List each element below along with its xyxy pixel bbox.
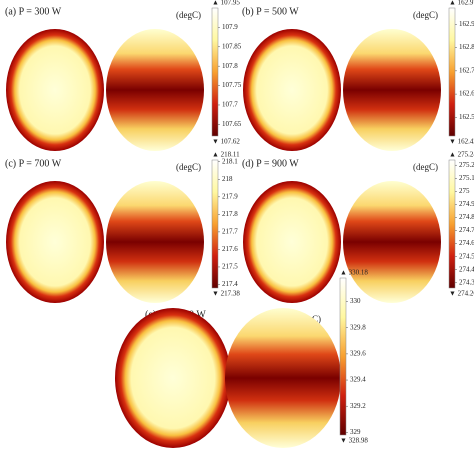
colorbar-min: ▼ 107.62: [212, 138, 240, 146]
colorbar-tick-label: 274.7: [459, 226, 474, 234]
heatmap-side-view: [225, 308, 341, 448]
heatmap-top-view: [115, 308, 231, 448]
colorbar-tick-label: 329.8: [350, 323, 366, 331]
colorbar-tick-label: 217.9: [222, 192, 238, 200]
heatmap-side-view: [106, 29, 204, 151]
unit-label: (degC): [176, 10, 201, 20]
colorbar: [448, 159, 456, 289]
colorbar-max: ▲ 218.11: [212, 151, 240, 159]
colorbar: [339, 277, 347, 436]
colorbar-tick-label: 329.6: [350, 349, 366, 357]
colorbar-tick-label: 329.2: [350, 402, 366, 410]
colorbar: [211, 159, 219, 289]
heatmap-top-view: [6, 181, 104, 303]
colorbar-tick-label: 217.5: [222, 263, 238, 271]
colorbar: [211, 7, 219, 137]
colorbar-tick-label: 218: [222, 175, 233, 183]
heatmap-top-view: [6, 29, 104, 151]
panel-label: (c) P = 700 W: [5, 158, 62, 169]
colorbar-tick-label: 330: [350, 297, 361, 305]
colorbar-tick-label: 218.1: [222, 157, 238, 165]
colorbar-tick-label: 274.4: [459, 265, 474, 273]
colorbar-tick-label: 107.85: [222, 42, 242, 50]
heatmap-side-view: [343, 181, 441, 303]
colorbar-min: ▼ 274.26: [449, 290, 474, 298]
colorbar-max: ▲ 162.97: [449, 0, 474, 7]
colorbar-tick-label: 275: [459, 187, 470, 195]
colorbar-tick-label: 329: [350, 428, 361, 436]
heatmap-top-view: [243, 181, 341, 303]
colorbar-min: ▼ 217.38: [212, 290, 240, 298]
colorbar-tick-label: 274.5: [459, 252, 474, 260]
colorbar-min: ▼ 328.98: [340, 437, 368, 445]
colorbar-max: ▲ 330.18: [340, 269, 368, 277]
colorbar-tick-label: 107.75: [222, 81, 242, 89]
colorbar-tick-label: 329.4: [350, 376, 366, 384]
colorbar-tick-label: 107.8: [222, 62, 238, 70]
heatmap-side-view: [343, 29, 441, 151]
heatmap-side-view: [106, 181, 204, 303]
colorbar-max: ▲ 107.95: [212, 0, 240, 7]
colorbar-tick-label: 162.7: [459, 66, 474, 74]
colorbar-tick-label: 274.3: [459, 278, 474, 286]
colorbar-tick-label: 217.4: [222, 280, 238, 288]
colorbar-tick-label: 275.1: [459, 174, 474, 182]
unit-label: (degC): [413, 162, 438, 172]
colorbar-tick-label: 274.8: [459, 213, 474, 221]
colorbar-min: ▼ 162.42: [449, 138, 474, 146]
colorbar-tick-label: 107.65: [222, 120, 242, 128]
colorbar-tick-label: 162.5: [459, 113, 474, 121]
colorbar-tick-label: 162.6: [459, 90, 474, 98]
heatmap-top-view: [243, 29, 341, 151]
colorbar-tick-label: 217.8: [222, 210, 238, 218]
unit-label: (degC): [413, 10, 438, 20]
panel-label: (a) P = 300 W: [5, 6, 62, 17]
colorbar-tick-label: 274.6: [459, 239, 474, 247]
panel-label: (b) P = 500 W: [242, 6, 299, 17]
colorbar-tick-label: 275.2: [459, 161, 474, 169]
colorbar-tick-label: 162.8: [459, 43, 474, 51]
colorbar-max: ▲ 275.24: [449, 151, 474, 159]
colorbar-tick-label: 217.6: [222, 245, 238, 253]
unit-label: (degC): [176, 162, 201, 172]
panel-label: (d) P = 900 W: [242, 158, 299, 169]
colorbar-tick-label: 107.7: [222, 101, 238, 109]
colorbar-tick-label: 162.9: [459, 20, 474, 28]
colorbar: [448, 7, 456, 137]
colorbar-tick-label: 217.7: [222, 227, 238, 235]
colorbar-tick-label: 107.9: [222, 23, 238, 31]
colorbar-tick-label: 274.9: [459, 200, 474, 208]
